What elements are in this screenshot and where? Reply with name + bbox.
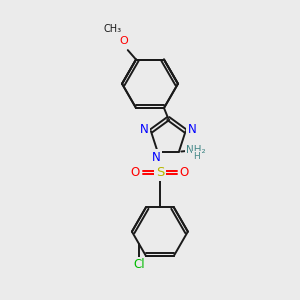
Text: O: O <box>131 166 140 179</box>
Text: Cl: Cl <box>133 258 145 272</box>
Text: H: H <box>193 152 200 161</box>
Text: S: S <box>156 166 164 179</box>
Text: O: O <box>180 166 189 179</box>
Text: CH₃: CH₃ <box>103 24 122 34</box>
Text: N: N <box>188 123 197 136</box>
Text: NH₂: NH₂ <box>186 145 206 155</box>
Text: N: N <box>152 151 161 164</box>
Text: O: O <box>119 36 128 46</box>
Text: N: N <box>140 123 149 136</box>
